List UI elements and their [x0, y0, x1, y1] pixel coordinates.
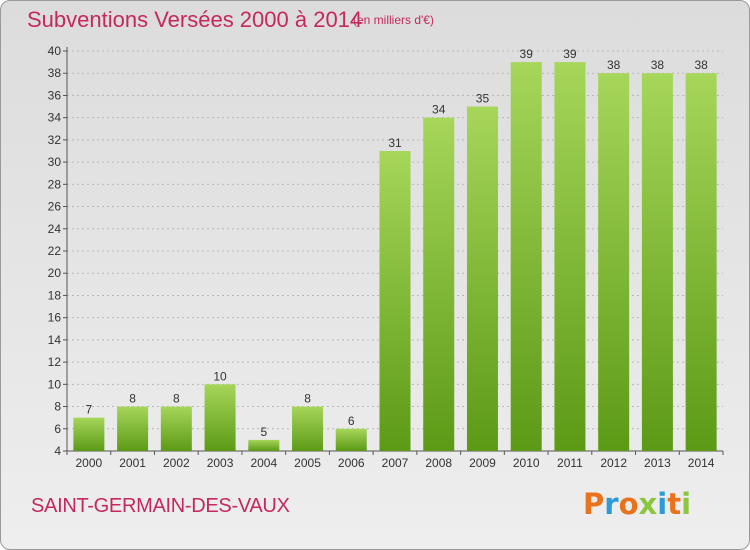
y-tick-label: 4 [54, 444, 61, 458]
y-tick-label: 6 [54, 422, 61, 436]
bar [248, 439, 280, 451]
chart-subtitle: (en milliers d'€) [353, 13, 434, 27]
bar [117, 406, 149, 451]
x-tick-label: 2001 [119, 456, 146, 470]
x-tick-label: 2011 [557, 456, 583, 470]
y-tick-label: 24 [48, 222, 62, 236]
data-label: 6 [348, 414, 355, 428]
data-label: 31 [388, 136, 402, 150]
y-tick-label: 34 [48, 111, 62, 125]
bar [160, 406, 192, 451]
x-tick-label: 2012 [600, 456, 627, 470]
bar [554, 62, 586, 451]
data-label: 38 [607, 58, 621, 72]
bar [510, 62, 542, 451]
bar [685, 73, 717, 451]
data-label: 10 [213, 369, 227, 383]
logo-letter: r [604, 487, 619, 521]
x-tick-label: 2003 [207, 456, 234, 470]
logo-letter: t [667, 487, 682, 521]
x-tick-label: 2010 [513, 456, 540, 470]
y-tick-label: 18 [48, 288, 62, 302]
bar [204, 384, 236, 451]
data-label: 7 [86, 403, 93, 417]
logo-letter: i [681, 487, 692, 521]
y-tick-label: 36 [48, 88, 62, 102]
data-label: 8 [129, 392, 136, 406]
logo-letter: i [657, 487, 668, 521]
y-tick-label: 8 [54, 400, 61, 414]
x-tick-label: 2006 [338, 456, 365, 470]
y-tick-label: 38 [48, 66, 62, 80]
bar [292, 406, 324, 451]
bar [466, 106, 498, 452]
data-label: 35 [476, 92, 490, 106]
y-tick-label: 16 [48, 311, 62, 325]
data-label: 5 [260, 425, 267, 439]
logo-letter: P [583, 487, 605, 521]
bar [598, 73, 630, 451]
bar [423, 117, 455, 452]
bar [641, 73, 673, 451]
x-tick-label: 2008 [425, 456, 452, 470]
y-tick-label: 28 [48, 177, 62, 191]
chart-title: Subventions Versées 2000 à 2014 [27, 7, 363, 32]
data-label: 38 [694, 58, 708, 72]
y-tick-label: 40 [48, 44, 62, 58]
x-tick-label: 2004 [250, 456, 277, 470]
data-label: 8 [304, 392, 311, 406]
x-tick-label: 2013 [644, 456, 671, 470]
bar [73, 417, 105, 451]
x-tick-label: 2002 [163, 456, 190, 470]
y-tick-label: 32 [48, 133, 62, 147]
logo-letter: x [638, 487, 658, 521]
x-tick-label: 2014 [688, 456, 715, 470]
y-tick-label: 10 [48, 377, 62, 391]
y-tick-label: 20 [48, 266, 62, 280]
data-label: 34 [432, 103, 446, 117]
x-tick-label: 2009 [469, 456, 496, 470]
bar [335, 428, 367, 451]
y-tick-label: 22 [48, 244, 62, 258]
y-tick-label: 12 [48, 355, 62, 369]
data-label: 38 [651, 58, 665, 72]
x-tick-label: 2005 [294, 456, 321, 470]
labels: 4 6 8 10 12 14 16 18 20 22 24 26 28 30 32 34 36 38 40 7 2000… [48, 44, 715, 470]
y-tick-label: 26 [48, 200, 62, 214]
x-tick-label: 2000 [76, 456, 103, 470]
y-tick-label: 14 [48, 333, 62, 347]
bars [73, 62, 717, 452]
x-tick-label: 2007 [382, 456, 409, 470]
logo-letter: o [618, 487, 639, 521]
data-label: 39 [520, 47, 534, 61]
proxiti-logo: Proxiti [583, 487, 691, 521]
data-label: 8 [173, 392, 180, 406]
bar [379, 151, 411, 451]
commune-name: SAINT-GERMAIN-DES-VAUX [31, 495, 290, 517]
data-label: 39 [563, 47, 577, 61]
y-tick-label: 30 [48, 155, 62, 169]
